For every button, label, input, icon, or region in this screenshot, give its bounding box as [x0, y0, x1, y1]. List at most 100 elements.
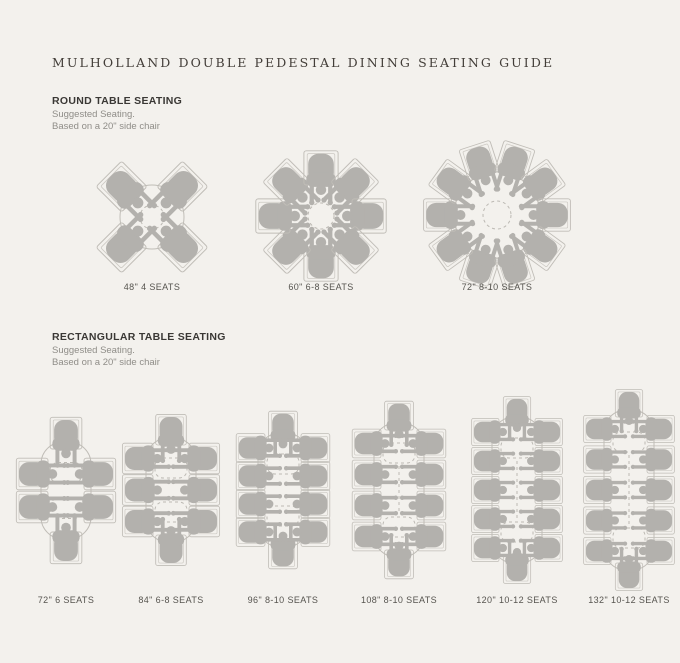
- chair-with-person: [351, 490, 399, 521]
- round-note-line-2: Based on a 20" side chair: [52, 121, 160, 132]
- chair-with-person: [384, 532, 414, 580]
- chair-with-person: [268, 522, 298, 570]
- rect-section-note: Suggested Seating. Based on a 20" side c…: [52, 345, 160, 369]
- pedestal-outline: [154, 501, 188, 523]
- chair-with-person: [504, 158, 567, 216]
- chair-with-person: [64, 457, 117, 490]
- rect-table-size-label-132in: 132" 10-12 SEATS: [588, 595, 670, 605]
- chair-with-person: [630, 475, 675, 505]
- chair-with-person: [262, 211, 326, 275]
- rect-table-top-view: [351, 400, 447, 580]
- pedestal-outline: [382, 442, 416, 464]
- rect-table-top-view: [235, 410, 331, 570]
- pedestal-outline: [49, 461, 83, 483]
- chair-with-person: [518, 417, 563, 447]
- chair-with-person: [471, 504, 516, 534]
- rect-table-top-view: [471, 396, 563, 584]
- rect-table-top: [257, 432, 309, 548]
- chair-with-person: [170, 442, 221, 475]
- round-table-diagram-48in: [84, 149, 220, 290]
- chair-with-person: [630, 414, 675, 444]
- chair-with-person: [283, 489, 331, 519]
- rect-table-top: [40, 441, 92, 539]
- chair-with-person: [427, 214, 490, 272]
- chair-with-person: [502, 396, 532, 441]
- chair-with-person: [262, 157, 326, 221]
- rect-table-diagram-96in: [222, 397, 344, 588]
- round-table-size-label-48in: 48" 4 SEATS: [123, 282, 181, 292]
- rect-section-heading: RECTANGULAR TABLE SEATING: [52, 331, 226, 343]
- pedestal-outline: [482, 200, 512, 230]
- chair-with-person: [427, 158, 490, 216]
- chair-with-person: [583, 475, 628, 505]
- round-section-note: Suggested Seating. Based on a 20" side c…: [52, 109, 160, 133]
- chair-with-person: [399, 521, 447, 552]
- pedestal-outline: [612, 431, 646, 453]
- chair-with-person: [351, 459, 399, 490]
- round-table-top: [448, 166, 546, 264]
- chair-with-person: [15, 457, 68, 490]
- chair-with-person: [121, 442, 172, 475]
- chair-with-person: [518, 198, 571, 232]
- pedestal-outline: [139, 204, 165, 230]
- rect-table-top: [145, 437, 197, 543]
- pedestal-outline: [266, 453, 300, 475]
- chair-with-person: [518, 533, 563, 563]
- chair-with-person: [351, 428, 399, 459]
- chair-with-person: [303, 150, 339, 206]
- page-title: MULHOLLAND DOUBLE PEDESTAL DINING SEATIN…: [52, 55, 555, 70]
- round-table-top-view: [95, 160, 209, 274]
- chair-with-person: [583, 414, 628, 444]
- chair-with-person: [49, 512, 83, 564]
- chair-with-person: [235, 433, 283, 463]
- chair-with-person: [614, 389, 644, 434]
- chair-with-person: [458, 230, 507, 291]
- chair-with-person: [502, 539, 532, 584]
- rect-table-diagram-84in: [110, 402, 232, 583]
- chair-with-person: [331, 198, 387, 234]
- rect-table-top: [373, 422, 425, 558]
- round-table-size-label-60in: 60" 6-8 SEATS: [288, 282, 354, 292]
- chair-with-person: [399, 490, 447, 521]
- chair-with-person: [458, 139, 507, 200]
- chair-with-person: [141, 206, 209, 274]
- round-table-top: [282, 177, 360, 255]
- chair-with-person: [141, 160, 209, 228]
- chair-with-person: [630, 536, 675, 566]
- rect-note-line-1: Suggested Seating.: [52, 345, 135, 356]
- chair-with-person: [303, 226, 339, 282]
- chair-with-person: [255, 198, 311, 234]
- chair-with-person: [399, 428, 447, 459]
- chair-with-person: [121, 505, 172, 538]
- chair-with-person: [121, 474, 172, 506]
- chair-with-person: [471, 446, 516, 476]
- round-table-top-view: [255, 150, 387, 282]
- chair-with-person: [423, 198, 476, 232]
- chair-with-person: [268, 410, 298, 458]
- round-section-heading: ROUND TABLE SEATING: [52, 95, 183, 107]
- chair-with-person: [155, 516, 187, 567]
- round-table-top-view: [423, 139, 571, 291]
- chair-with-person: [630, 445, 675, 474]
- rect-note-line-2: Based on a 20" side chair: [52, 357, 160, 368]
- rect-table-size-label-96in: 96" 8-10 SEATS: [247, 595, 319, 605]
- chair-with-person: [316, 211, 380, 275]
- pedestal-outline: [612, 527, 646, 549]
- pedestal-outline: [266, 505, 300, 527]
- chair-with-person: [95, 160, 163, 228]
- round-table-diagram-60in: [247, 142, 395, 295]
- pedestal-outline: [500, 521, 534, 543]
- chair-with-person: [583, 536, 628, 566]
- rect-table-size-label-72in: 72" 6 SEATS: [37, 595, 95, 605]
- pedestal-outline: [154, 457, 188, 479]
- chair-with-person: [170, 505, 221, 538]
- rect-table-top-view: [583, 389, 675, 591]
- chair-with-person: [283, 461, 331, 491]
- chair-with-person: [64, 490, 117, 523]
- round-table-top: [119, 184, 185, 250]
- chair-with-person: [235, 461, 283, 491]
- chair-with-person: [316, 157, 380, 221]
- rect-table-diagram-132in: [568, 374, 680, 611]
- chair-with-person: [471, 475, 516, 505]
